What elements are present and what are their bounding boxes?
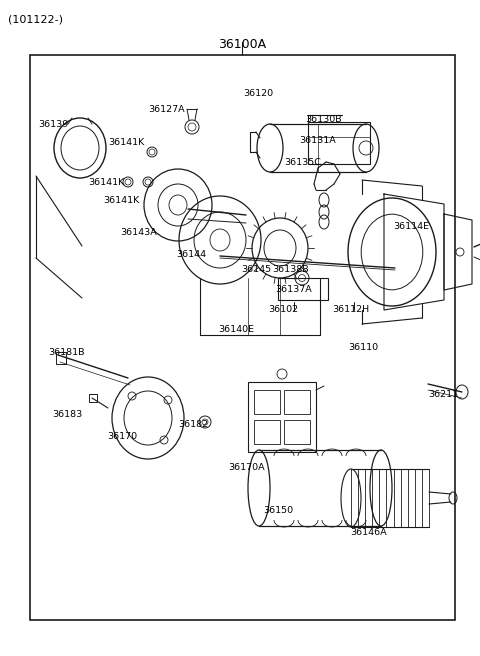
Bar: [89, 394, 97, 402]
Text: 36182: 36182: [178, 420, 208, 429]
Text: 36141K: 36141K: [108, 138, 144, 147]
Text: 36140E: 36140E: [218, 325, 254, 334]
Text: 36145: 36145: [241, 265, 271, 274]
Text: 36112H: 36112H: [332, 305, 369, 314]
Bar: [308, 122, 370, 164]
Bar: [248, 382, 316, 452]
Text: 36100A: 36100A: [218, 38, 266, 51]
Bar: [254, 390, 280, 414]
Text: 36139: 36139: [38, 120, 68, 129]
Bar: [254, 420, 280, 444]
Text: 36130B: 36130B: [305, 115, 342, 124]
Text: 36127A: 36127A: [148, 105, 185, 114]
Text: 36181B: 36181B: [48, 348, 84, 357]
Text: (101122-): (101122-): [8, 14, 63, 24]
Text: 36146A: 36146A: [350, 528, 386, 537]
Text: 36114E: 36114E: [393, 222, 429, 231]
Text: 36135C: 36135C: [284, 158, 321, 167]
Text: 36141K: 36141K: [103, 196, 139, 205]
Text: 36170A: 36170A: [228, 463, 264, 472]
Text: 36110: 36110: [348, 343, 378, 352]
Bar: [30, 55, 455, 620]
Text: 36183: 36183: [52, 410, 82, 419]
Text: 36102: 36102: [268, 305, 298, 314]
Bar: [284, 390, 310, 414]
Text: 36144: 36144: [176, 250, 206, 259]
Text: 36150: 36150: [263, 506, 293, 515]
Text: 36211: 36211: [428, 390, 458, 399]
Bar: [284, 420, 310, 444]
Bar: [56, 352, 66, 364]
Bar: [278, 278, 328, 300]
Text: 36138B: 36138B: [272, 265, 309, 274]
Text: 36131A: 36131A: [299, 136, 336, 145]
Text: 36143A: 36143A: [120, 228, 157, 237]
Text: 36137A: 36137A: [275, 285, 312, 294]
Text: 36170: 36170: [107, 432, 137, 441]
Text: 36120: 36120: [243, 89, 273, 98]
Text: 36141K: 36141K: [88, 178, 124, 187]
